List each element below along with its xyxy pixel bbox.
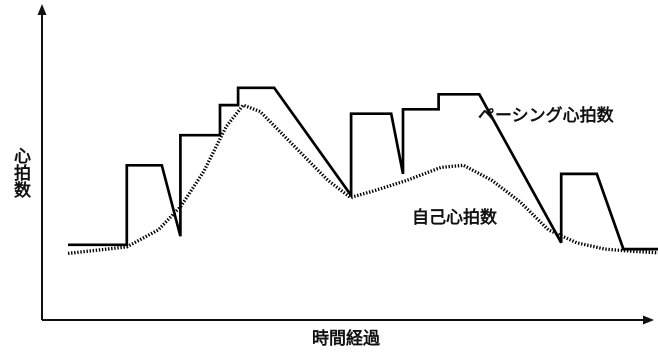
y-axis-arrowhead [37,4,47,15]
labels: 心拍数 時間経過 ペーシング心拍数 自己心拍数 [10,105,615,349]
series-layer [67,86,658,256]
x-axis-arrowhead [643,315,654,325]
pacing-rate-label: ペーシング心拍数 [478,105,615,126]
intrinsic-rate-line [67,103,658,256]
intrinsic-rate-label: 自己心拍数 [412,207,498,228]
axes [37,4,654,325]
x-axis-label: 時間経過 [312,328,381,349]
y-axis-label: 心拍数 [10,147,31,199]
pacing-rate-line [68,86,658,251]
